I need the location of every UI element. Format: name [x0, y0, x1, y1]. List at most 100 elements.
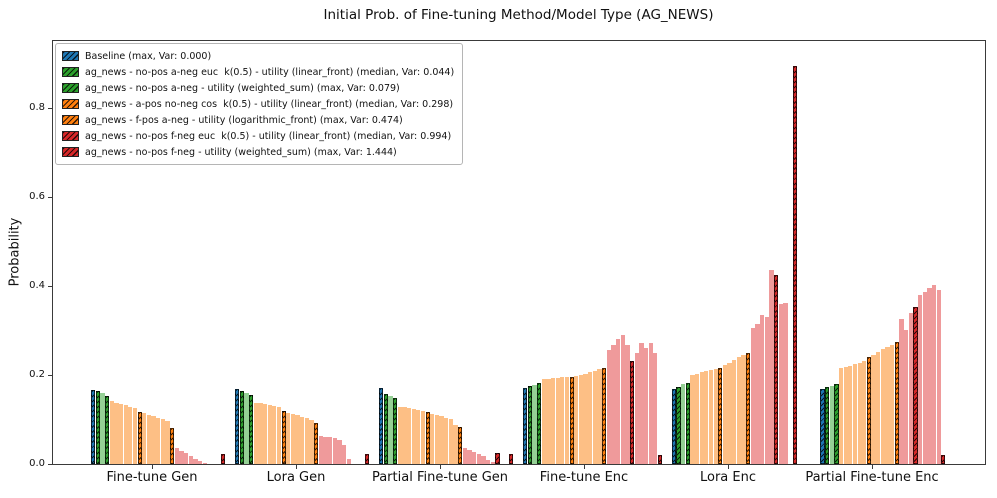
legend-item-label: ag_news - no-pos f-neg euc k(0.5) - util… — [85, 130, 452, 142]
legend-swatch-icon — [62, 51, 79, 61]
x-tick-mark — [152, 465, 153, 469]
bar-O — [713, 369, 718, 464]
bar-O — [885, 347, 890, 464]
bar-O — [588, 372, 593, 464]
bar-O — [453, 425, 458, 464]
bar-O — [309, 420, 314, 464]
bar-O — [151, 416, 156, 464]
bar-O — [123, 405, 128, 464]
y-tick-mark — [48, 108, 52, 109]
bar-P — [760, 315, 765, 464]
legend-item-label: ag_news - no-pos a-neg euc k(0.5) - util… — [85, 66, 455, 78]
bar-Oh — [281, 411, 286, 464]
bar-Rh — [495, 453, 500, 464]
x-category-label: Partial Fine-tune Gen — [371, 470, 509, 485]
bar-O — [160, 419, 165, 464]
bar-O — [736, 357, 741, 464]
bar-P — [193, 459, 198, 464]
bar-O — [448, 419, 453, 464]
bar-O — [165, 421, 170, 464]
bar-O — [871, 355, 876, 464]
bar-P — [931, 285, 937, 464]
bar-G — [244, 393, 249, 464]
bar-O — [741, 355, 746, 464]
bar-O — [397, 407, 402, 464]
legend-swatch-icon — [62, 67, 79, 77]
bar-O — [406, 408, 412, 464]
bar-P — [184, 453, 189, 464]
bar-O — [142, 413, 147, 464]
bar-O — [862, 361, 867, 464]
bar-O — [253, 403, 258, 464]
legend-item-label: ag_news - f-pos a-neg - utility (logarit… — [85, 114, 403, 126]
bar-Oh — [137, 412, 142, 464]
bar-O — [258, 403, 263, 464]
bar-O — [722, 365, 728, 464]
y-tick-mark — [48, 375, 52, 376]
bar-O — [857, 363, 862, 464]
bar-P — [485, 460, 491, 464]
bar-P — [917, 295, 923, 464]
bar-B — [820, 389, 825, 464]
bar-Oh — [170, 428, 175, 464]
bar-G — [680, 384, 686, 464]
bar-P — [904, 330, 909, 464]
bar-Rh — [773, 275, 779, 464]
bar-P — [643, 348, 649, 464]
bar-O — [574, 376, 579, 464]
bar-O — [578, 375, 584, 464]
bar-Gh — [834, 384, 839, 464]
bar-B — [379, 388, 384, 464]
x-tick-mark — [440, 465, 441, 469]
bar-Gh — [824, 387, 830, 464]
bar-P — [606, 350, 611, 464]
chart-title: Initial Prob. of Fine-tuning Method/Mode… — [323, 7, 714, 23]
bar-Gh — [536, 383, 542, 464]
bar-P — [202, 463, 207, 464]
bar-O — [146, 415, 152, 464]
bar-O — [708, 370, 714, 464]
bar-O — [732, 360, 737, 464]
bar-P — [332, 438, 337, 464]
bar-O — [727, 363, 732, 464]
bar-Gh — [95, 391, 100, 464]
bar-Gh — [383, 394, 388, 464]
bar-P — [639, 343, 644, 464]
legend: Baseline (max, Var: 0.000) ag_news - no-p… — [55, 43, 464, 165]
bar-G — [829, 386, 834, 464]
bar-P — [337, 440, 342, 464]
bar-Rh — [657, 455, 663, 464]
bar-O — [286, 413, 291, 464]
bar-Rh — [509, 454, 514, 464]
bar-P — [783, 303, 788, 464]
legend-swatch-icon — [62, 99, 79, 109]
bar-Gh — [239, 391, 244, 464]
bar-Rh — [221, 454, 226, 464]
bar-O — [690, 375, 695, 464]
bar-B — [235, 389, 240, 464]
bar-O — [114, 403, 119, 464]
bar-P — [611, 345, 616, 464]
bar-P — [323, 437, 328, 464]
bar-O — [560, 377, 565, 464]
bar-O — [694, 374, 700, 464]
bar-O — [546, 379, 551, 464]
bar-P — [174, 448, 179, 464]
legend-item: ag_news - no-pos a-neg - utility (weight… — [62, 80, 454, 96]
bar-O — [541, 379, 546, 464]
bar-P — [755, 324, 760, 464]
bar-P — [927, 288, 932, 464]
bar-P — [634, 353, 639, 464]
bar-Oh — [569, 377, 574, 464]
bar-Gh — [392, 398, 398, 464]
bar-Oh — [746, 353, 751, 464]
bar-O — [267, 405, 272, 464]
bar-O — [262, 404, 268, 464]
bar-O — [699, 372, 704, 464]
bar-P — [462, 448, 467, 464]
legend-swatch-icon — [62, 147, 79, 157]
bar-O — [550, 378, 556, 464]
bar-P — [476, 454, 481, 464]
bar-O — [109, 401, 114, 464]
bar-O — [880, 349, 885, 464]
